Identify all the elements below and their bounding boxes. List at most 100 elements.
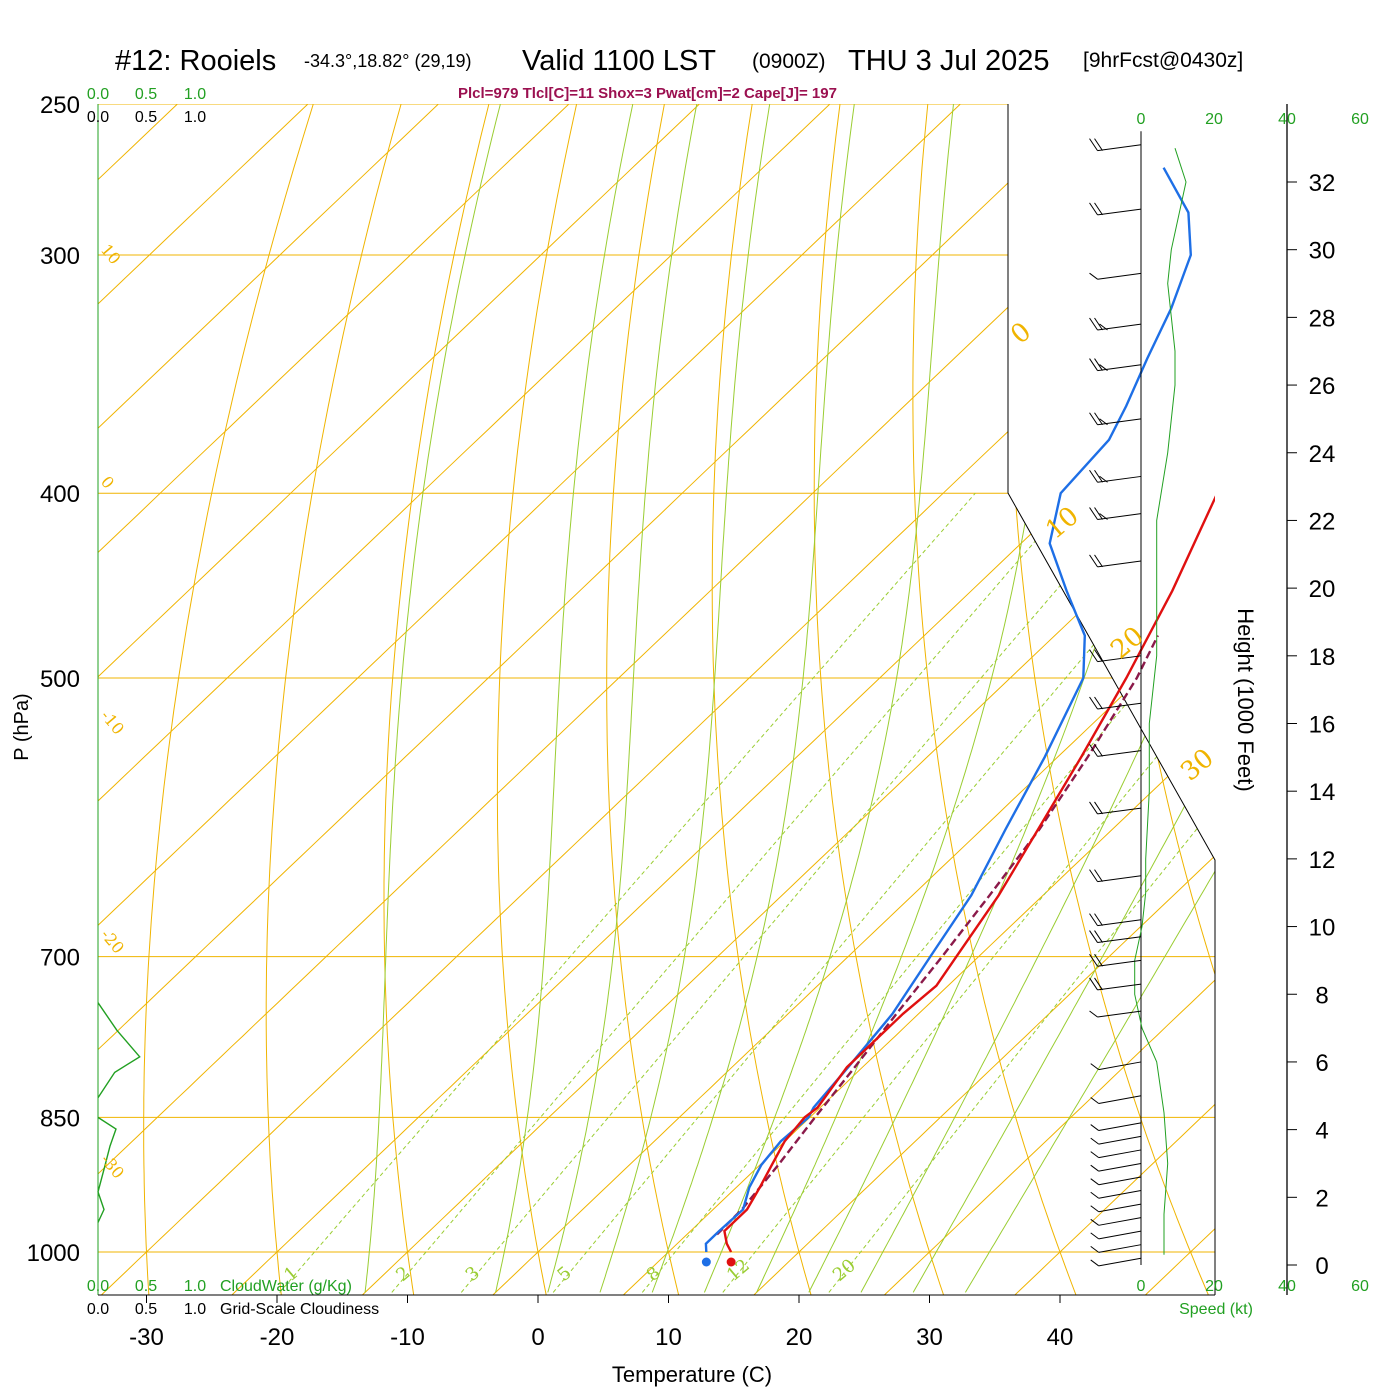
mixing-ratio-label: 8 [642, 1262, 664, 1285]
title-block: #12: Rooiels -34.3°,18.82° (29,19) Valid… [115, 45, 1243, 77]
pressure-tick-label: 850 [40, 1105, 80, 1132]
moist-adiabat-line [495, 104, 634, 1293]
height-axis-label: Height (1000 Feet) [1233, 608, 1258, 791]
wind-barb-staff [1098, 1203, 1142, 1213]
speed-tick-top: 0 [1137, 111, 1146, 128]
isotherm-line [98, 104, 1215, 1295]
thermo-grid [98, 104, 1215, 1295]
isotherm-label: 0 [97, 472, 118, 492]
wind-barb-feather [1094, 744, 1103, 757]
wind-barb-feather [1090, 1124, 1100, 1131]
height-tick-label: 20 [1309, 576, 1336, 603]
dry-adiabat-line [496, 104, 585, 1295]
isotherm-label: 10 [1040, 501, 1085, 545]
mixing-ratio-label: 3 [462, 1262, 484, 1285]
isotherm-label: 10 [97, 240, 125, 268]
height-tick-label: 24 [1309, 441, 1336, 468]
height-tick-label: 0 [1315, 1253, 1328, 1280]
height-tick-label: 26 [1309, 373, 1336, 400]
dry-adiabat-line [711, 104, 818, 1295]
wind-barb-staff [1097, 983, 1142, 991]
isotherm-line [340, 104, 1215, 1295]
wind-barb-staff [1097, 144, 1142, 152]
mixing-ratio-line [279, 492, 976, 1293]
wind-barb-staff [1098, 1230, 1142, 1240]
station-coords: -34.3°,18.82° (29,19) [304, 51, 472, 71]
height-tick-label: 18 [1309, 644, 1336, 671]
wind-barb-feather [1094, 507, 1103, 520]
pressure-tick-label: 1000 [27, 1240, 80, 1267]
wind-barb-staff [1097, 418, 1142, 426]
wind-barb-feather [1090, 1178, 1100, 1186]
wind-barb-feather [1090, 1191, 1100, 1199]
dry-adiabat-line [1007, 104, 1215, 1295]
temperature-tick-label: 30 [916, 1324, 943, 1351]
mixing-ratio-line [722, 492, 1215, 1293]
dry-adiabat-line [1190, 104, 1215, 1295]
wind-barb-feather [1089, 649, 1098, 662]
dry-adiabat-line [383, 104, 498, 1295]
wind-barb-staff [1097, 655, 1142, 663]
isotherm-line [98, 104, 605, 1295]
isotherm-label: 30 [1175, 743, 1220, 787]
forecast-info: [9hrFcst@0430z] [1083, 49, 1243, 72]
isotherm-line [98, 104, 1127, 1295]
isotherm-line [470, 104, 1215, 1295]
speed-tick-bottom: 20 [1205, 1278, 1223, 1295]
height-tick-label: 32 [1309, 170, 1336, 197]
wind-barb-feather [1089, 507, 1098, 520]
cloudwater-label: CloudWater (g/Kg) [220, 1278, 352, 1295]
wind-barb-feather [1094, 869, 1103, 882]
wind-barb-staff [1097, 875, 1142, 883]
wind-barb-feather [1089, 930, 1098, 943]
dry-adiabat-line [143, 104, 325, 1295]
height-tick-label: 30 [1309, 238, 1336, 265]
wind-barb-feather [1090, 1259, 1100, 1267]
wind-barb-staff [1098, 1257, 1142, 1267]
speed-tick-top: 20 [1205, 111, 1223, 128]
stability-indices: Plcl=979 Tlcl[C]=11 Shox=3 Pwat[cm]=2 Ca… [458, 85, 837, 102]
wind-barb-feather [1089, 953, 1098, 967]
valid-time: Valid 1100 LST [522, 45, 716, 77]
height-tick-label: 28 [1309, 305, 1336, 332]
wind-barb-staff [1097, 750, 1142, 757]
cloudiness-tick-bottom: 0.5 [135, 1301, 157, 1318]
wind-speed-profile [1134, 148, 1187, 1255]
wind-barb-staff [1098, 1122, 1142, 1132]
cloudiness-tick-top: 0.5 [135, 109, 157, 126]
dry-adiabat-line [265, 104, 412, 1295]
speed-axis-label: Speed (kt) [1179, 1301, 1253, 1318]
wind-barb-staff [1098, 1162, 1142, 1172]
wind-barb-staff [1097, 272, 1142, 280]
cloudwater-tick-top: 1.0 [184, 86, 206, 103]
wind-barb-staff [1097, 364, 1142, 372]
wind-barb-staff [1098, 1244, 1142, 1253]
wind-barb-feather [1089, 272, 1098, 280]
moist-adiabat-line [912, 104, 1215, 1293]
wind-barb-feather [1089, 696, 1098, 710]
isotherm-line [992, 104, 1215, 1295]
cloudiness-tick-top: 0.0 [87, 109, 109, 126]
wind-barb-feather [1089, 138, 1098, 151]
wind-barb-staff [1098, 1149, 1142, 1159]
wind-barb-staff [1098, 1095, 1142, 1104]
pressure-tick-label: 250 [40, 92, 80, 119]
temperature-tick-label: -10 [390, 1324, 425, 1351]
height-tick-label: 8 [1315, 982, 1328, 1009]
wind-barb-feather [1089, 202, 1098, 216]
moist-adiabat-line [547, 104, 698, 1293]
isotherm-label: -10 [97, 706, 128, 738]
wind-barb-staff [1098, 1135, 1142, 1145]
isotherm-label: 20 [1105, 621, 1150, 665]
isotherm-line [862, 104, 1215, 1295]
wind-barb-feather [1090, 1218, 1100, 1226]
speed-tick-bottom: 40 [1278, 1278, 1296, 1295]
isotherm-label: 0 [1005, 317, 1037, 351]
cloudiness-label: Grid-Scale Cloudiness [220, 1301, 379, 1318]
wind-barb-staff [1097, 702, 1142, 710]
wind-barb-staff [1098, 1190, 1142, 1199]
mixing-ratio-label: 20 [829, 1255, 860, 1286]
speed-tick-top: 40 [1278, 111, 1296, 128]
wind-barb-feather [1099, 513, 1108, 520]
valid-date: THU 3 Jul 2025 [848, 45, 1050, 77]
